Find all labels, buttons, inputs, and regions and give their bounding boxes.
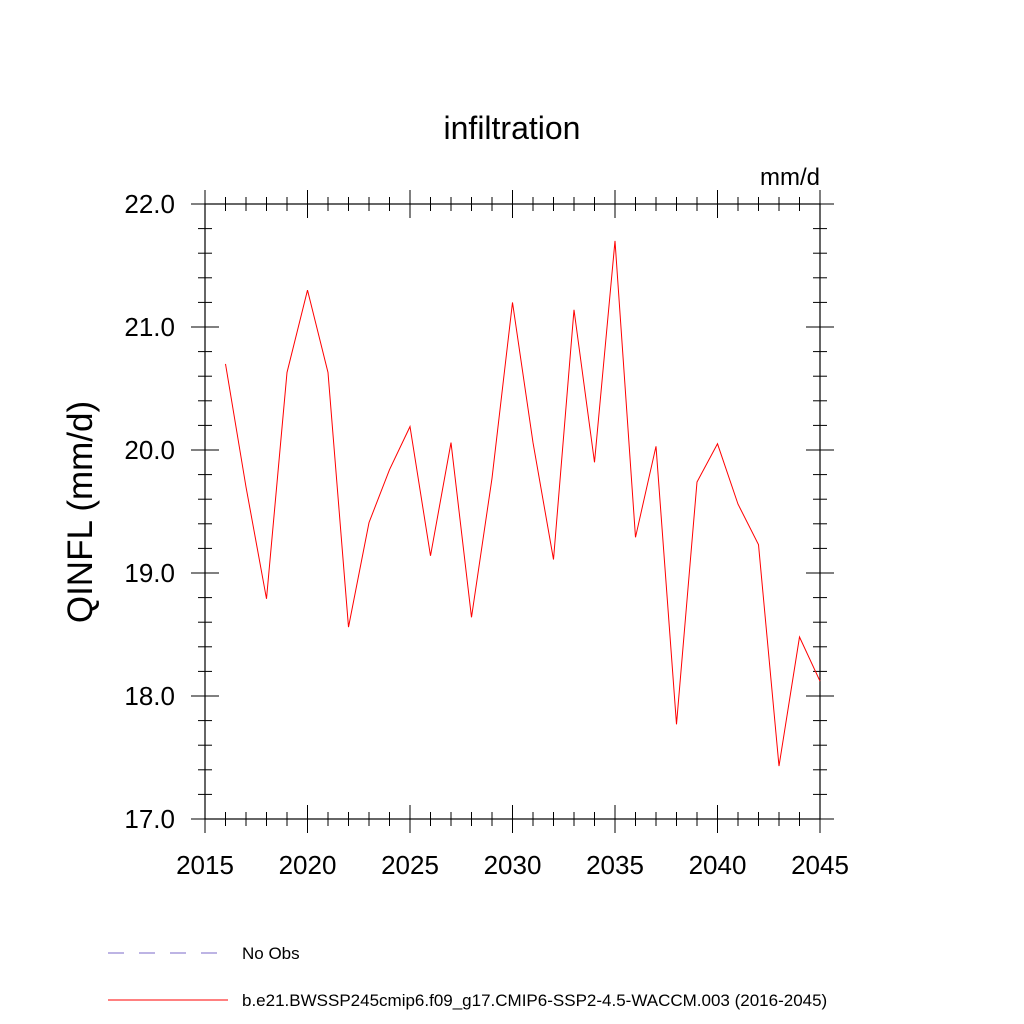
y-tick-label: 17.0 <box>124 804 175 834</box>
x-tick-label: 2045 <box>791 850 849 880</box>
units-label: mm/d <box>760 164 820 191</box>
y-tick-label: 18.0 <box>124 681 175 711</box>
legend: No Obs b.e21.BWSSP245cmip6.f09_g17.CMIP6… <box>108 944 827 1010</box>
series-group <box>225 240 821 767</box>
x-tick-label: 2040 <box>689 850 747 880</box>
x-tick-labels: 2015 2020 2025 2030 2035 2040 2045 <box>176 850 849 880</box>
y-tick-label: 21.0 <box>124 312 175 342</box>
axis-ticks <box>191 190 834 833</box>
legend-label-model: b.e21.BWSSP245cmip6.f09_g17.CMIP6-SSP2-4… <box>242 991 827 1010</box>
legend-label-no-obs: No Obs <box>242 944 300 963</box>
y-tick-labels: 17.0 18.0 19.0 20.0 21.0 22.0 <box>124 189 175 834</box>
plot-frame <box>204 203 821 820</box>
x-tick-label: 2025 <box>381 850 439 880</box>
series-line <box>225 240 821 767</box>
x-tick-label: 2015 <box>176 850 234 880</box>
chart-title: infiltration <box>444 110 581 146</box>
y-tick-label: 20.0 <box>124 435 175 465</box>
y-tick-label: 22.0 <box>124 189 175 219</box>
x-tick-label: 2030 <box>484 850 542 880</box>
y-axis-label: QINFL (mm/d) <box>61 401 100 623</box>
y-tick-label: 19.0 <box>124 558 175 588</box>
x-tick-label: 2035 <box>586 850 644 880</box>
x-tick-label: 2020 <box>279 850 337 880</box>
